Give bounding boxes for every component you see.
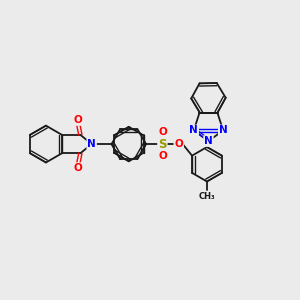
Text: CH₃: CH₃ — [199, 192, 215, 201]
Text: S: S — [158, 138, 166, 151]
Text: O: O — [158, 127, 167, 137]
Text: O: O — [174, 139, 183, 149]
Text: O: O — [73, 115, 82, 125]
Text: N: N — [189, 125, 198, 135]
Text: O: O — [158, 151, 167, 161]
Text: N: N — [219, 125, 227, 135]
Text: N: N — [204, 136, 213, 146]
Text: O: O — [73, 163, 82, 173]
Text: N: N — [87, 139, 96, 149]
